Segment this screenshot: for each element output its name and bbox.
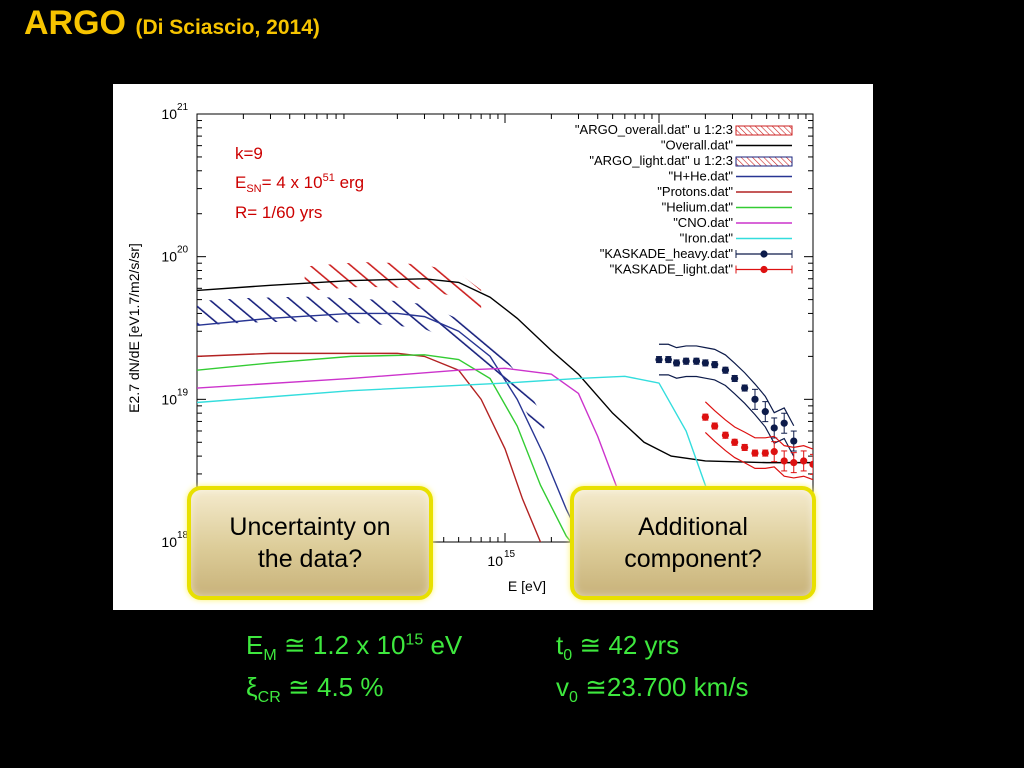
legend-label-8: "KASKADE_heavy.dat" xyxy=(600,246,734,261)
legend-label-4: "Protons.dat" xyxy=(657,184,733,199)
param-t0-rel: ≅ 42 yrs xyxy=(572,630,680,660)
param-t0-sub: 0 xyxy=(563,647,573,665)
points-envelope-lower-9 xyxy=(704,432,813,481)
data-point xyxy=(751,395,759,403)
annotation-r: R= 1/60 yrs xyxy=(235,203,322,222)
legend-label-1: "Overall.dat" xyxy=(661,138,733,153)
line-series-3 xyxy=(197,312,583,542)
y-tick-label-1: 10 xyxy=(161,391,177,407)
data-point xyxy=(731,374,739,383)
x-tick-label-exp-0: 15 xyxy=(504,549,516,560)
legend-label-6: "CNO.dat" xyxy=(673,215,733,230)
legend-label-0: "ARGO_overall.dat" u 1:2:3 xyxy=(575,122,733,137)
annotation-esn-part: 51 xyxy=(323,172,335,184)
legend-swatch-0 xyxy=(735,125,793,136)
x-axis-label: E [eV] xyxy=(508,578,546,594)
data-point xyxy=(780,457,788,465)
data-point xyxy=(800,457,808,465)
data-point xyxy=(672,359,681,367)
data-point xyxy=(751,449,759,457)
param-v0: v0 ≅23.700 km/s xyxy=(556,672,749,707)
spectrum-chart: 101810191020102110151016E [eV]E2.7 dN/dE… xyxy=(126,102,814,594)
param-em-unit: eV xyxy=(423,630,463,660)
param-t0: t0 ≅ 42 yrs xyxy=(556,630,679,665)
data-point xyxy=(809,460,813,468)
param-em-rel: ≅ 1.2 x 10 xyxy=(276,630,406,660)
param-v0-sub: 0 xyxy=(569,689,578,707)
data-point xyxy=(682,357,690,365)
annotation-esn-part: E xyxy=(235,173,246,192)
annotation-esn-part: erg xyxy=(335,173,364,192)
param-xi-rel: ≅ 4.5 % xyxy=(280,672,384,702)
data-point xyxy=(692,357,701,365)
y-tick-label-exp-0: 18 xyxy=(177,530,189,541)
annotation-esn-part: = 4 x 10 xyxy=(262,173,323,192)
slide-citation: (Di Sciascio, 2014) xyxy=(135,16,320,39)
data-point xyxy=(721,431,730,439)
data-point xyxy=(770,424,778,432)
param-xi-sub: CR xyxy=(257,689,281,707)
annotation-k: k=9 xyxy=(235,144,263,163)
data-point xyxy=(701,359,709,367)
data-point xyxy=(655,355,663,364)
data-point xyxy=(770,448,778,456)
data-point xyxy=(711,422,719,430)
uncertainty-callout: Uncertainty on the data? xyxy=(187,486,433,600)
param-em: EM ≅ 1.2 x 1015 eV xyxy=(246,630,462,665)
data-point xyxy=(664,355,672,364)
band-series-2 xyxy=(197,296,545,444)
annotation-esn: ESN= 4 x 1051 erg xyxy=(235,172,364,195)
line-series-1 xyxy=(197,278,813,464)
y-tick-label-exp-2: 20 xyxy=(177,245,189,256)
uncertainty-callout-text: Uncertainty on the data? xyxy=(229,512,391,574)
data-point xyxy=(761,408,769,416)
legend-label-9: "KASKADE_light.dat" xyxy=(610,262,734,277)
slide-title: ARGO (Di Sciascio, 2014) xyxy=(24,4,320,43)
y-tick-label-2: 10 xyxy=(161,249,177,265)
points-envelope-lower-8 xyxy=(659,374,795,457)
legend-label-5: "Helium.dat" xyxy=(662,200,734,215)
y-tick-label-exp-1: 19 xyxy=(177,387,189,398)
param-xi: ξCR ≅ 4.5 % xyxy=(246,672,383,707)
y-tick-label-0: 10 xyxy=(161,534,177,550)
param-em-sub: M xyxy=(263,647,277,665)
legend-swatch-2 xyxy=(735,156,793,167)
data-point xyxy=(721,366,730,374)
data-point xyxy=(790,459,798,467)
param-v0-rel: ≅23.700 km/s xyxy=(577,672,749,702)
points-envelope-upper-9 xyxy=(704,401,813,450)
data-point xyxy=(790,437,798,445)
y-axis-label: E2.7 dN/dE [eV1.7/m2/s/sr] xyxy=(126,243,142,413)
param-em-sup: 15 xyxy=(405,631,424,649)
data-point xyxy=(741,443,749,452)
data-point xyxy=(780,419,788,427)
component-callout: Additional component? xyxy=(570,486,816,600)
legend-label-7: "Iron.dat" xyxy=(680,231,734,246)
param-xi-label: ξ xyxy=(246,672,258,702)
legend-swatch-point-9 xyxy=(760,265,768,274)
x-tick-label-0: 10 xyxy=(487,553,503,569)
legend-label-3: "H+He.dat" xyxy=(668,169,733,184)
band-series-0 xyxy=(304,262,482,315)
data-point xyxy=(711,361,719,369)
component-callout-text: Additional component? xyxy=(624,512,762,574)
param-t0-label: t xyxy=(556,630,564,660)
legend-swatch-point-8 xyxy=(760,250,768,258)
param-em-label: E xyxy=(246,630,264,660)
y-tick-label-exp-3: 21 xyxy=(177,102,189,113)
annotation-esn-part: SN xyxy=(246,183,261,195)
data-point xyxy=(731,438,739,446)
data-point xyxy=(761,449,769,457)
param-v0-label: v xyxy=(556,672,569,702)
legend-label-2: "ARGO_light.dat" u 1:2:3 xyxy=(589,153,733,168)
points-envelope-upper-8 xyxy=(659,343,795,427)
slide-title-text: ARGO xyxy=(24,4,126,42)
data-point xyxy=(741,384,749,392)
y-tick-label-3: 10 xyxy=(161,106,177,122)
data-point xyxy=(701,413,709,421)
